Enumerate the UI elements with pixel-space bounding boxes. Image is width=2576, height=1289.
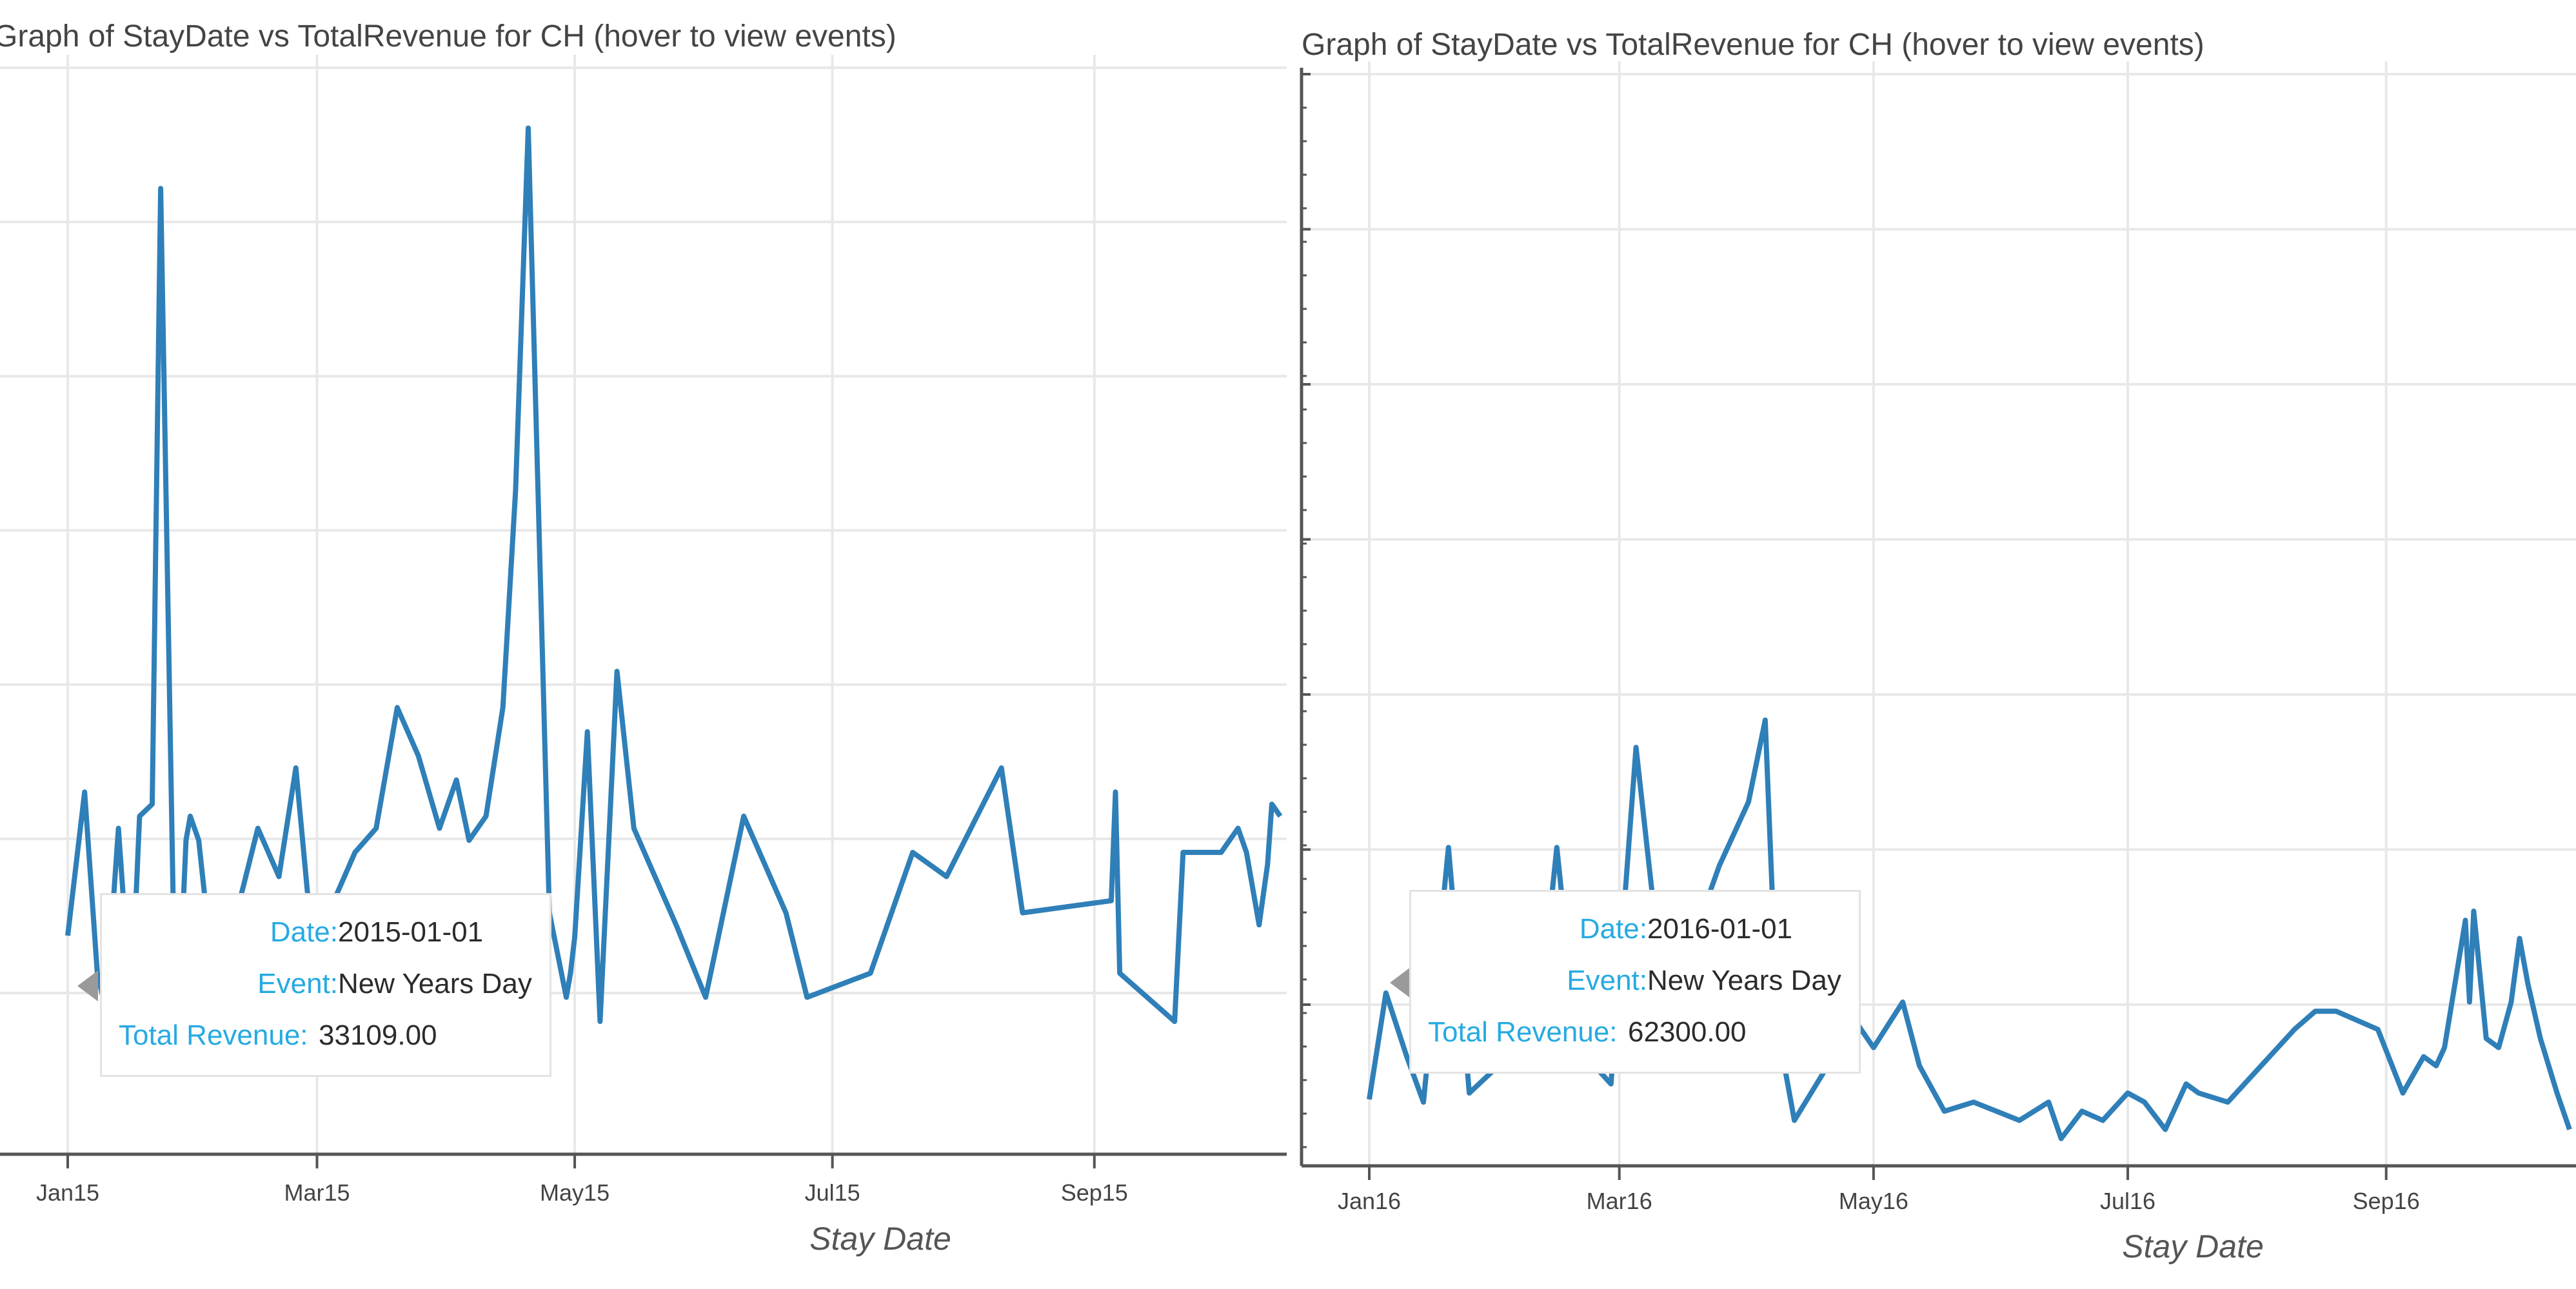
tooltip-date-row: Date:2016-01-01: [1428, 903, 1842, 955]
tooltip-date-row: Date:2015-01-01: [119, 907, 533, 958]
tooltip-revenue-row: Total Revenue: 33109.00: [119, 1010, 533, 1061]
tooltip-pointer-icon: [1390, 967, 1411, 998]
x-tick-label: Jan15: [36, 1179, 99, 1206]
tooltip-revenue-key: Total Revenue:: [1428, 1016, 1618, 1048]
chart-title: Graph of StayDate vs TotalRevenue for CH…: [1302, 28, 2204, 62]
tooltip-revenue-key: Total Revenue:: [119, 1019, 308, 1051]
tooltip-event-key: Event:: [1567, 965, 1647, 996]
series-line[interactable]: [65, 125, 1283, 1025]
x-axis-label: Stay Date: [809, 1221, 951, 1257]
x-tick-label: Mar16: [1587, 1188, 1652, 1214]
tooltip-event-key: Event:: [257, 968, 338, 999]
x-tick-label: Jan16: [1338, 1188, 1401, 1214]
tooltip-event-value: New Years Day: [1647, 965, 1841, 996]
x-tick-label: May15: [540, 1179, 609, 1206]
tooltip-revenue-value: 62300.00: [1628, 1016, 1747, 1048]
x-tick-label: Mar15: [284, 1179, 350, 1206]
tooltip-pointer-icon: [77, 970, 98, 1001]
tooltip-event-row: Event:New Years Day: [1428, 955, 1842, 1007]
tooltip-date-value: 2015-01-01: [338, 916, 484, 948]
hover-tooltip-2: Date:2016-01-01 Event:New Years Day Tota…: [1409, 890, 1861, 1074]
x-tick-label: Jul15: [805, 1179, 860, 1206]
tooltip-date-key: Date:: [270, 916, 338, 948]
x-tick-label: Sep16: [2353, 1188, 2420, 1214]
tooltip-revenue-row: Total Revenue: 62300.00: [1428, 1007, 1842, 1058]
chart-title: Graph of StayDate vs TotalRevenue for CH…: [0, 19, 897, 54]
tooltip-event-value: New Years Day: [338, 968, 532, 999]
x-tick-label: May16: [1839, 1188, 1908, 1214]
tooltip-date-key: Date:: [1579, 913, 1647, 945]
tooltip-event-row: Event:New Years Day: [119, 958, 533, 1010]
x-tick-label: Sep15: [1061, 1179, 1128, 1206]
tooltip-revenue-value: 33109.00: [319, 1019, 437, 1051]
chart-panel-2: Jan16 Mar16 May16 Jul16 Sep16 Graph of StayDa…: [1300, 28, 2576, 1264]
x-tick-label: Jul16: [2100, 1188, 2155, 1214]
hover-tooltip-1: Date:2015-01-01 Event:New Years Day Tota…: [100, 893, 551, 1077]
tooltip-date-value: 2016-01-01: [1647, 913, 1793, 945]
x-axis-label: Stay Date: [2122, 1228, 2264, 1264]
